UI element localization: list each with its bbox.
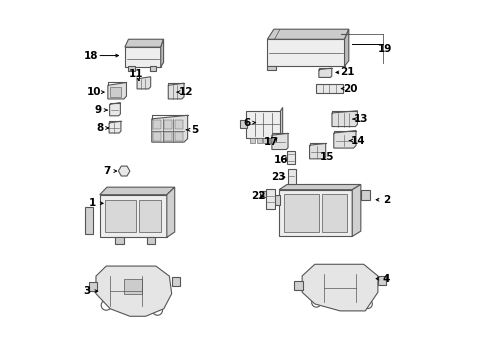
Polygon shape [110, 103, 121, 116]
Bar [240, 120, 247, 128]
Polygon shape [268, 29, 349, 39]
Text: 15: 15 [320, 152, 335, 162]
Polygon shape [125, 47, 161, 67]
Text: 18: 18 [84, 50, 99, 60]
Bar [153, 120, 161, 130]
Text: 19: 19 [378, 44, 392, 54]
Polygon shape [125, 39, 164, 47]
Bar [164, 120, 172, 130]
Bar [260, 190, 266, 197]
Text: 23: 23 [271, 172, 285, 182]
Text: 4: 4 [383, 274, 391, 284]
Text: 1: 1 [89, 198, 96, 208]
Polygon shape [310, 143, 326, 159]
Bar [150, 67, 156, 71]
Text: 8: 8 [96, 123, 103, 133]
Text: 7: 7 [103, 166, 111, 176]
Polygon shape [319, 68, 332, 77]
Bar [105, 200, 136, 232]
Text: 11: 11 [128, 69, 143, 79]
Text: 2: 2 [383, 195, 390, 205]
Bar [277, 138, 283, 143]
Text: 20: 20 [343, 84, 358, 94]
Bar [316, 84, 343, 93]
Polygon shape [288, 169, 295, 184]
Bar [271, 195, 280, 205]
Bar [175, 132, 183, 141]
Polygon shape [109, 121, 121, 133]
Polygon shape [279, 190, 352, 237]
Polygon shape [161, 39, 164, 67]
Polygon shape [168, 83, 184, 99]
Polygon shape [100, 195, 167, 237]
Bar [264, 138, 269, 143]
Polygon shape [352, 184, 361, 237]
Circle shape [122, 168, 127, 174]
Polygon shape [266, 189, 274, 209]
Polygon shape [96, 266, 172, 316]
Polygon shape [246, 111, 280, 138]
Polygon shape [137, 77, 151, 89]
Bar [124, 279, 142, 294]
Polygon shape [287, 150, 295, 164]
Polygon shape [361, 190, 370, 200]
Bar [322, 194, 347, 232]
Bar [110, 87, 122, 97]
Text: 3: 3 [84, 286, 91, 296]
Bar [175, 120, 183, 130]
Polygon shape [302, 264, 378, 311]
Text: 17: 17 [264, 138, 278, 147]
Polygon shape [268, 39, 344, 66]
Bar [89, 282, 97, 291]
Bar [115, 237, 124, 244]
Polygon shape [108, 82, 126, 99]
Bar [285, 194, 319, 232]
Bar [172, 277, 180, 286]
Text: 6: 6 [243, 118, 250, 128]
Text: 10: 10 [87, 87, 101, 97]
Bar [164, 132, 172, 141]
Circle shape [152, 305, 163, 315]
Bar [257, 138, 262, 143]
Polygon shape [152, 115, 188, 142]
Polygon shape [279, 184, 361, 190]
Bar [128, 67, 135, 71]
Polygon shape [280, 107, 283, 138]
Polygon shape [344, 29, 349, 66]
Bar [294, 280, 303, 290]
Bar [270, 138, 276, 143]
Text: 21: 21 [340, 67, 354, 77]
Polygon shape [85, 207, 93, 234]
Circle shape [312, 298, 321, 307]
Text: 12: 12 [178, 87, 193, 97]
Text: 16: 16 [273, 155, 288, 165]
Text: 13: 13 [354, 114, 369, 124]
Polygon shape [332, 111, 357, 127]
Bar [250, 138, 255, 143]
Text: 5: 5 [191, 125, 198, 135]
Text: 14: 14 [351, 136, 365, 145]
Polygon shape [272, 134, 288, 149]
Bar [153, 132, 161, 141]
Circle shape [101, 300, 111, 310]
Polygon shape [119, 166, 130, 176]
Polygon shape [167, 187, 175, 237]
Bar [139, 200, 161, 232]
Bar [378, 276, 386, 285]
Bar [267, 66, 276, 70]
Circle shape [363, 299, 372, 309]
Text: 9: 9 [95, 105, 101, 115]
Bar [147, 237, 155, 244]
Text: 22: 22 [251, 191, 265, 201]
Polygon shape [334, 131, 356, 148]
Polygon shape [100, 187, 175, 195]
